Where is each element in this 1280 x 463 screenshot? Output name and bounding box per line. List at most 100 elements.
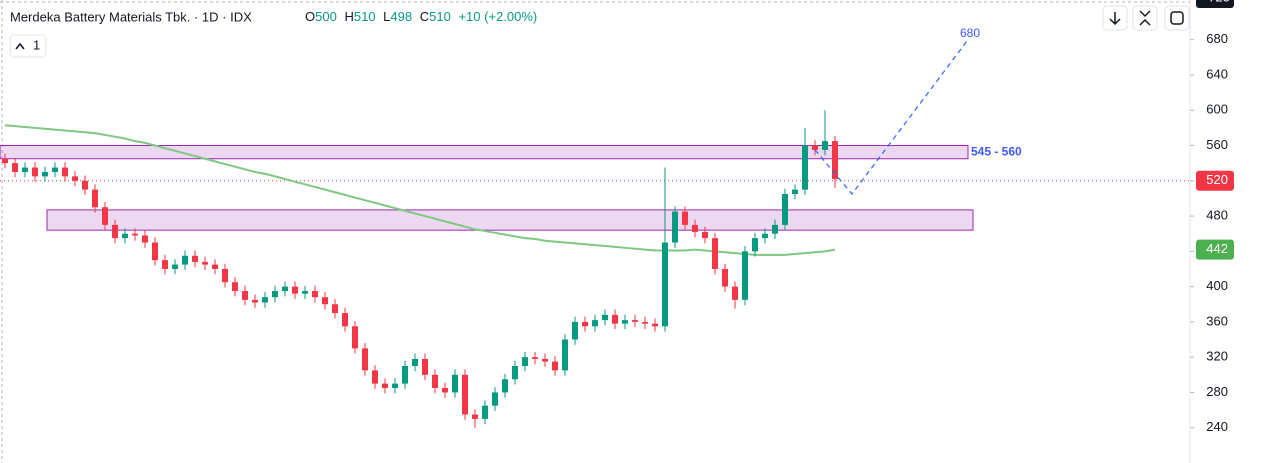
candle-body — [432, 374, 438, 389]
candle-body — [352, 326, 358, 349]
candle-body — [612, 314, 618, 324]
candle-body — [742, 251, 748, 300]
legend-l: L — [383, 9, 390, 24]
candle-body — [392, 383, 398, 389]
candle-body — [592, 320, 598, 327]
icon-fullscreen — [1170, 11, 1184, 25]
button-fullscreen[interactable] — [1164, 5, 1190, 31]
candle-body — [462, 374, 468, 415]
ma-box-label: 442 — [1206, 241, 1228, 256]
candle-body — [72, 176, 78, 181]
legend-h: H — [344, 9, 353, 24]
candle-body — [652, 323, 658, 327]
candle-body — [342, 313, 348, 327]
candle-body — [712, 238, 718, 269]
candle-body — [802, 145, 808, 190]
candle-body — [602, 314, 608, 321]
indicator-toggle[interactable] — [9, 34, 47, 58]
indicator-count: 1 — [33, 37, 40, 52]
candle-body — [22, 167, 28, 172]
candle-body — [322, 297, 328, 305]
candle-body — [582, 321, 588, 327]
candle-body — [482, 405, 488, 419]
y-tick-label: 480 — [1206, 208, 1228, 223]
candle-body — [272, 291, 278, 298]
legend-open: 500 — [315, 9, 337, 24]
y-tick-label: 240 — [1206, 419, 1228, 434]
zone — [0, 145, 969, 160]
candle-body — [512, 365, 518, 380]
y-tick-label: 400 — [1206, 278, 1228, 293]
candle-body — [422, 358, 428, 375]
zone — [46, 209, 974, 231]
candle-body — [162, 260, 168, 269]
candle-body — [762, 233, 768, 239]
y-tick-label: 560 — [1206, 137, 1228, 152]
ma-box — [1196, 239, 1234, 260]
candle-body — [442, 388, 448, 393]
legend-low: 498 — [390, 9, 412, 24]
candle-body — [662, 242, 668, 327]
candle-body — [92, 189, 98, 208]
candle-body — [692, 224, 698, 232]
y-tick-label: 280 — [1206, 384, 1228, 399]
candle-body — [32, 167, 38, 177]
candle-body — [182, 255, 188, 265]
candle-body — [702, 231, 708, 239]
candle-body — [562, 339, 568, 371]
candle-body — [222, 268, 228, 283]
candle-body — [452, 374, 458, 393]
candle-body — [792, 189, 798, 195]
candle-body — [522, 357, 528, 366]
candle-body — [62, 167, 68, 177]
candle-body — [82, 180, 88, 190]
y-tick-label: 680 — [1206, 31, 1228, 46]
y-tick-label: 320 — [1206, 349, 1228, 364]
candle-body — [362, 348, 368, 371]
candle-body — [402, 365, 408, 384]
ohlc-legend: O500 H510 L498 C510 +10 (+2.00%) — [305, 9, 537, 24]
candle-body — [812, 145, 818, 150]
candle-body — [282, 286, 288, 292]
candle-body — [832, 141, 838, 180]
zone-label: 545 - 560 — [971, 144, 1022, 158]
moving-average — [4, 124, 836, 256]
candle-body — [102, 207, 108, 225]
legend-o: O — [305, 9, 315, 24]
button-collapse[interactable] — [1132, 5, 1158, 31]
candle-body — [722, 268, 728, 287]
candle-body — [332, 304, 338, 314]
candle-body — [642, 321, 648, 324]
candle-body — [542, 358, 548, 362]
candle-body — [262, 297, 268, 303]
candle-body — [12, 163, 18, 172]
price-box — [1196, 170, 1234, 191]
candle-body — [672, 211, 678, 243]
candle-body — [42, 171, 48, 177]
legend-high: 510 — [354, 9, 376, 24]
icon-collapse — [1139, 10, 1151, 26]
candle-body — [382, 383, 388, 389]
top-value-box — [1196, 0, 1234, 8]
candle-body — [682, 211, 688, 225]
candle-body — [202, 261, 208, 265]
price-box-label: 520 — [1206, 172, 1228, 187]
chevron-icon — [15, 42, 25, 50]
candle-body — [752, 238, 758, 252]
candle-body — [122, 233, 128, 239]
candle-body — [152, 242, 158, 261]
candle-body — [782, 194, 788, 225]
candle-body — [292, 286, 298, 294]
y-tick-label: 360 — [1206, 313, 1228, 328]
candle-body — [492, 392, 498, 406]
candle-body — [302, 291, 308, 294]
toolbar — [1102, 5, 1190, 31]
header-bg — [4, 6, 564, 30]
y-tick-label: 600 — [1206, 102, 1228, 117]
candle-body — [772, 224, 778, 234]
candle-body — [172, 264, 178, 269]
top-value: 725 — [1208, 0, 1230, 4]
header: Merdeka Battery Materials Tbk. · 1D · ID… — [4, 6, 564, 58]
y-tick-label: 640 — [1206, 66, 1228, 81]
